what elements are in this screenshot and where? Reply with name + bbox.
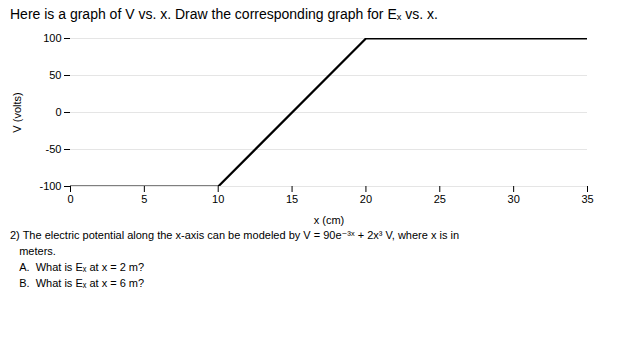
svg-text:10: 10 xyxy=(212,193,224,205)
svg-text:x (cm): x (cm) xyxy=(314,214,345,226)
svg-text:-50: -50 xyxy=(46,143,62,155)
svg-text:5: 5 xyxy=(141,193,147,205)
svg-text:35: 35 xyxy=(581,193,593,205)
svg-text:100: 100 xyxy=(43,32,61,44)
svg-text:V (volts): V (volts) xyxy=(11,92,23,132)
svg-text:30: 30 xyxy=(508,193,520,205)
svg-text:0: 0 xyxy=(67,193,73,205)
html-text:Here is a graph of V vs. x. Dr: Here is a graph of V vs. x. Draw the cor… xyxy=(10,6,438,22)
svg-text:20: 20 xyxy=(360,193,372,205)
svg-text:25: 25 xyxy=(434,193,446,205)
svg-text:15: 15 xyxy=(286,193,298,205)
svg-text:-100: -100 xyxy=(39,180,61,192)
svg-text:50: 50 xyxy=(49,69,61,81)
svg-text:0: 0 xyxy=(55,106,61,118)
html-text:2) The electric potential alon: 2) The electric potential along the x-ax… xyxy=(10,229,460,289)
